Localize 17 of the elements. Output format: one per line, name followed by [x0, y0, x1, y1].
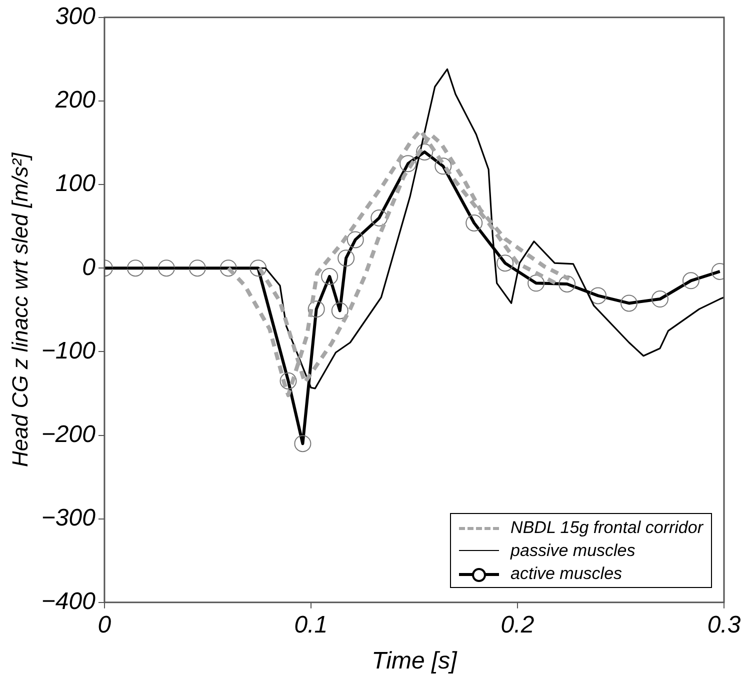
y-axis-title: Head CG z linacc wrt sled [m/s²] — [7, 152, 32, 467]
point — [220, 260, 237, 277]
y-tick-label: −300 — [41, 504, 96, 532]
legend-label: passive muscles — [510, 540, 636, 560]
x-axis-title: Time [s] — [372, 647, 458, 674]
legend-label: NBDL 15g frontal corridor — [510, 518, 703, 538]
y-tick-label: 300 — [55, 3, 96, 30]
y-tick-label: −400 — [41, 588, 96, 616]
x-tick-label: 0.2 — [500, 611, 534, 638]
x-tick-label: 0.3 — [707, 611, 742, 638]
x-tick-label: 0.1 — [294, 611, 328, 638]
y-tick-label: −200 — [41, 420, 96, 448]
y-tick-label: 0 — [82, 254, 96, 281]
y-tick-label: −100 — [41, 337, 96, 364]
y-tick-label: 200 — [54, 86, 96, 114]
legend-label: active muscles — [510, 564, 622, 584]
y-tick-label: 100 — [55, 170, 96, 198]
